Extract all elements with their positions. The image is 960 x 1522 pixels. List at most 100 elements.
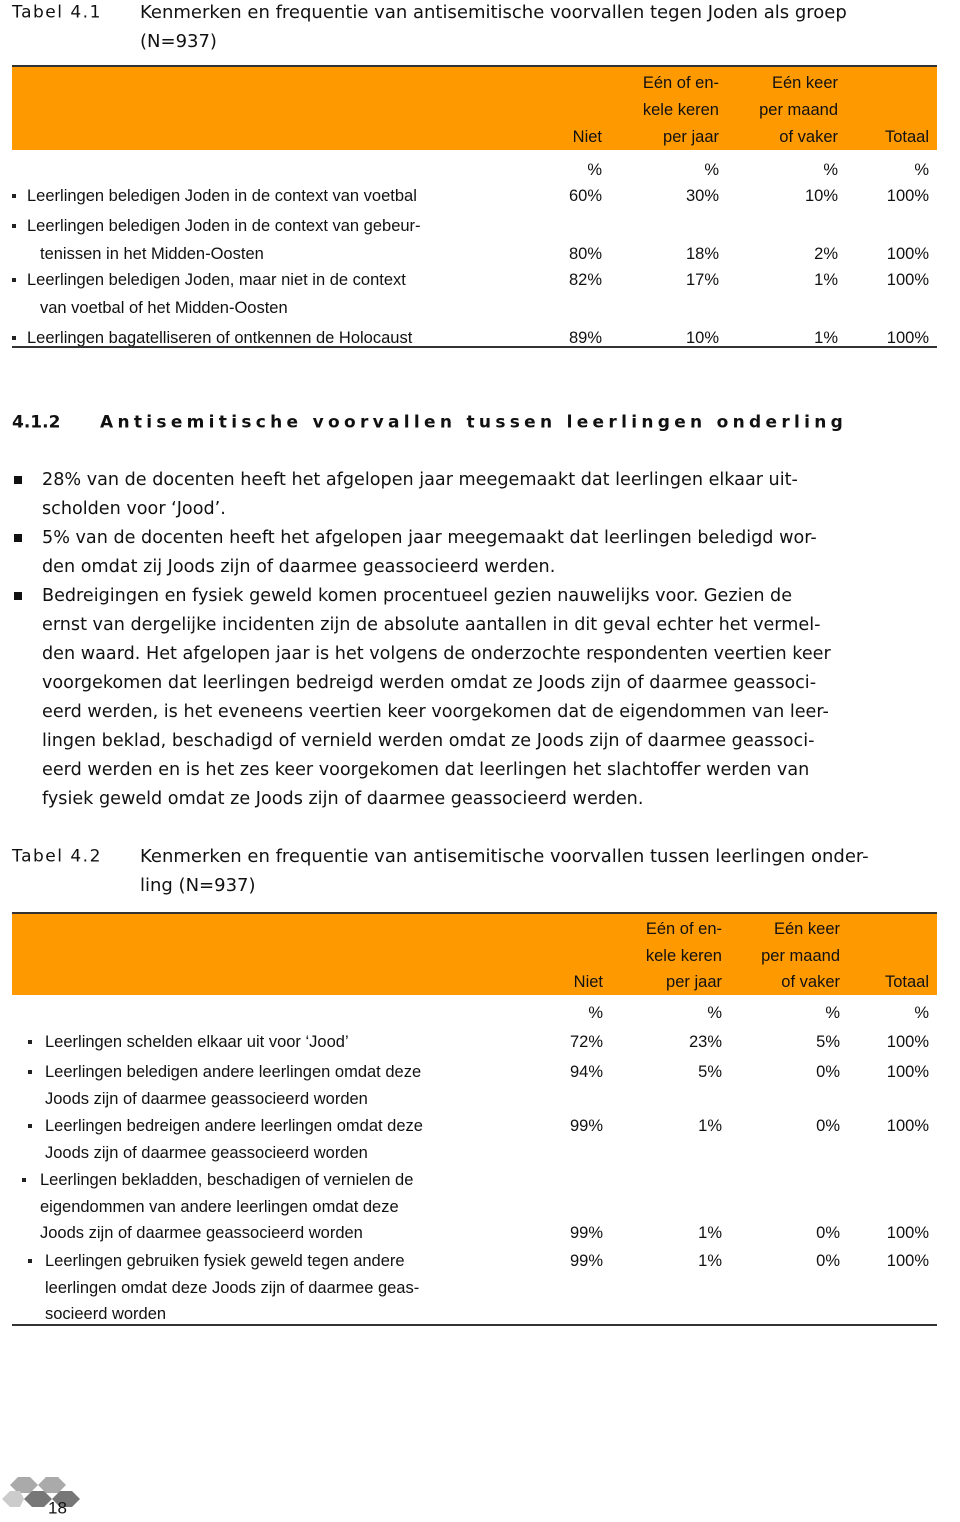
cell: 23% xyxy=(688,1032,722,1051)
cell: 100% xyxy=(886,1116,929,1135)
column-header: kele keren xyxy=(642,100,719,119)
paragraph-line: ernst van dergelijke incidenten zijn de … xyxy=(42,615,821,636)
cell: 2% xyxy=(814,244,838,263)
paragraph-line: Bedreigingen en fysiek geweld komen proc… xyxy=(42,586,793,607)
bullet xyxy=(12,194,16,198)
row-label: socieerd worden xyxy=(45,1304,167,1323)
cell: 1% xyxy=(814,270,838,289)
cell: 80% xyxy=(568,244,602,263)
cell: 100% xyxy=(886,270,929,289)
paragraph-line: fysiek geweld omdat ze Joods zijn of daa… xyxy=(42,789,644,810)
cell: 0% xyxy=(816,1251,840,1270)
column-header: of vaker xyxy=(779,127,838,146)
row-label: Joods zijn of daarmee geassocieerd worde… xyxy=(45,1143,368,1162)
cell: 100% xyxy=(886,1223,929,1242)
cell: 72% xyxy=(569,1032,603,1051)
column-header: Niet xyxy=(572,127,602,146)
cell: 94% xyxy=(569,1062,603,1081)
unit: % xyxy=(825,1003,840,1022)
cell: 18% xyxy=(685,244,719,263)
row-label: Leerlingen schelden elkaar uit voor ‘Joo… xyxy=(45,1032,349,1051)
section-title: Antisemitische voorvallen tussen leerlin… xyxy=(100,412,848,433)
bullet xyxy=(14,534,22,542)
section-number: 4.1.2 xyxy=(12,412,61,433)
unit: % xyxy=(914,160,929,179)
cell: 30% xyxy=(685,186,719,205)
cell: 82% xyxy=(568,270,602,289)
cell: 10% xyxy=(804,186,838,205)
header-band xyxy=(12,66,937,150)
unit: % xyxy=(588,1003,603,1022)
paragraph-line: 5% van de docenten heeft het afgelopen j… xyxy=(42,528,817,549)
bullet xyxy=(14,592,22,600)
row-label: tenissen in het Midden-Oosten xyxy=(40,244,264,263)
table-caption: (N=937) xyxy=(140,31,217,52)
rule xyxy=(12,912,937,914)
unit: % xyxy=(914,1003,929,1022)
row-label: Joods zijn of daarmee geassocieerd worde… xyxy=(40,1223,363,1242)
cell: 17% xyxy=(685,270,719,289)
cell: 5% xyxy=(698,1062,722,1081)
row-label: Joods zijn of daarmee geassocieerd worde… xyxy=(45,1089,368,1108)
table-label: Tabel 4.2 xyxy=(12,846,102,867)
unit: % xyxy=(587,160,602,179)
column-header: Eén keer xyxy=(771,73,838,92)
cell: 1% xyxy=(698,1116,722,1135)
bullet xyxy=(12,224,16,228)
rule xyxy=(12,346,937,348)
column-header: Eén keer xyxy=(773,919,840,938)
cell: 60% xyxy=(568,186,602,205)
row-label: van voetbal of het Midden-Oosten xyxy=(40,298,288,317)
row-label: Leerlingen beledigen Joden in de context… xyxy=(27,186,417,205)
table-caption: Kenmerken en frequentie van antisemitisc… xyxy=(140,846,869,867)
row-label: Leerlingen beledigen Joden, maar niet in… xyxy=(27,270,406,289)
column-header: Eén of en- xyxy=(645,919,722,938)
cell: 0% xyxy=(816,1062,840,1081)
column-header: Eén of en- xyxy=(642,73,719,92)
paragraph-line: scholden voor ‘Jood’. xyxy=(42,499,226,520)
logo xyxy=(2,1477,80,1507)
bullet xyxy=(12,278,16,282)
row-label: eigendommen van andere leerlingen omdat … xyxy=(40,1197,399,1216)
row-label: Leerlingen gebruiken fysiek geweld tegen… xyxy=(45,1251,405,1270)
cell: 100% xyxy=(886,244,929,263)
cell: 89% xyxy=(568,328,602,347)
row-label: Leerlingen bedreigen andere leerlingen o… xyxy=(45,1116,423,1135)
bullet xyxy=(14,476,22,484)
paragraph-line: den waard. Het afgelopen jaar is het vol… xyxy=(42,644,831,665)
row-label: Leerlingen beledigen Joden in de context… xyxy=(27,216,421,235)
unit: % xyxy=(704,160,719,179)
paragraph-line: eerd werden, is het eveneens veertien ke… xyxy=(42,702,829,723)
bullet xyxy=(28,1124,32,1128)
paragraph-line: voorgekomen dat leerlingen bedreigd werd… xyxy=(42,673,817,694)
unit: % xyxy=(823,160,838,179)
page-number: 18 xyxy=(48,1498,67,1518)
bullet xyxy=(22,1178,26,1182)
column-header: per maand xyxy=(759,100,838,119)
row-label: Leerlingen bagatelliseren of ontkennen d… xyxy=(27,328,413,347)
table-caption: ling (N=937) xyxy=(140,875,256,896)
cell: 1% xyxy=(698,1223,722,1242)
table-caption: Kenmerken en frequentie van antisemitisc… xyxy=(140,2,847,23)
cell: 5% xyxy=(816,1032,840,1051)
cell: 99% xyxy=(569,1251,603,1270)
row-label: leerlingen omdat deze Joods zijn of daar… xyxy=(45,1278,420,1297)
bullet xyxy=(28,1259,32,1263)
rule xyxy=(12,65,937,67)
paragraph-line: den omdat zij Joods zijn of daarmee geas… xyxy=(42,557,556,578)
row-label: Leerlingen bekladden, beschadigen of ver… xyxy=(40,1170,414,1189)
column-header: Totaal xyxy=(884,972,929,991)
column-header: of vaker xyxy=(781,972,840,991)
cell: 100% xyxy=(886,1062,929,1081)
cell: 0% xyxy=(816,1223,840,1242)
cell: 99% xyxy=(569,1223,603,1242)
column-header: Niet xyxy=(573,972,603,991)
cell: 10% xyxy=(685,328,719,347)
cell: 100% xyxy=(886,1251,929,1270)
cell: 1% xyxy=(814,328,838,347)
column-header: kele keren xyxy=(645,946,722,965)
column-header: per jaar xyxy=(666,972,722,991)
header-band xyxy=(12,913,937,995)
cell: 100% xyxy=(886,186,929,205)
